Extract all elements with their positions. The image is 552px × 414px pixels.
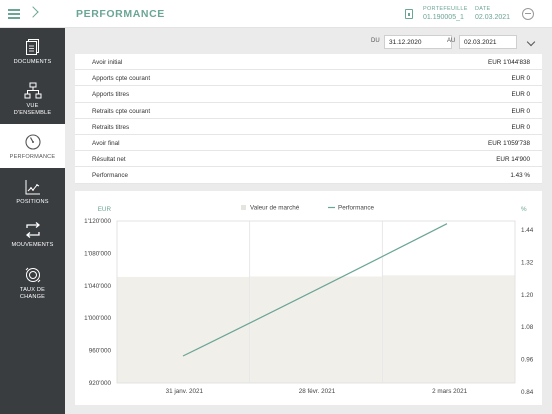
portfolio-icon[interactable] [405, 9, 413, 19]
row-value: EUR 1'059'738 [488, 139, 530, 147]
sidebar-item-overview[interactable]: VUE D'ENSEMBLE [0, 76, 65, 122]
y-right-tick-label: 1.20 [521, 292, 534, 299]
row-value: EUR 14'900 [496, 156, 530, 164]
sidebar-item-label: TAUX DE CHANGE [0, 287, 65, 301]
from-date-input[interactable]: 31.12.2020 [384, 35, 452, 49]
label-line: CHANGE [19, 294, 46, 300]
chevron-right-icon[interactable] [27, 6, 39, 18]
x-tick-label: 31 janv. 2021 [166, 388, 204, 395]
legend-label: Performance [338, 205, 375, 212]
y-left-tick-label: 1'120'000 [84, 218, 111, 225]
sidebar-item-label: VUE D'ENSEMBLE [0, 103, 65, 117]
label-line: TAUX DE [19, 287, 46, 293]
sidebar-item-movements[interactable]: MOUVEMENTS [0, 216, 65, 256]
user-icon[interactable] [522, 8, 534, 20]
date-label: DATE [475, 6, 491, 12]
row-label: Avoir initial [92, 59, 123, 66]
performance-chart-card: 1'120'000 1'080'000 1'040'000 1'000'000 960'… [75, 191, 542, 405]
documents-icon [25, 39, 39, 55]
main-content: DU 31.12.2020 AU 02.03.2021 Avoir initia… [65, 28, 552, 414]
chart-up-icon [25, 180, 40, 195]
legend-swatch-market-value [241, 205, 246, 210]
row-value: EUR 0 [511, 91, 530, 99]
y-right-tick-label: 1.08 [521, 324, 534, 331]
y-left-tick-label: 1'000'000 [84, 315, 111, 322]
performance-line [182, 223, 448, 357]
to-date-label: AU [447, 38, 456, 44]
row-label: Avoir final [92, 139, 120, 147]
sidebar-item-positions[interactable]: POSITIONS [0, 174, 65, 214]
table-row: Résultat net EUR 14'900 [75, 151, 542, 168]
y-left-axis-label: EUR [98, 206, 112, 213]
table-row: Retraits titres EUR 0 [75, 119, 542, 135]
row-label: Résultat net [92, 156, 126, 164]
sidebar: DOCUMENTS VUE D'ENSEMBLE PERFORMANCE POS… [0, 28, 65, 414]
label-line: VUE [26, 103, 39, 109]
row-value: EUR 0 [511, 107, 530, 115]
plot-frame [116, 220, 516, 384]
sidebar-item-label: DOCUMENTS [13, 59, 52, 65]
row-label: Apports cpte courant [92, 75, 151, 83]
x-tick-label: 2 mars 2021 [432, 388, 467, 395]
performance-chart[interactable]: 1'120'000 1'080'000 1'040'000 1'000'000 960'… [75, 191, 542, 405]
sidebar-item-documents[interactable]: DOCUMENTS [0, 34, 65, 74]
label-line: D'ENSEMBLE [13, 110, 52, 116]
y-left-tick-label: 1'040'000 [84, 283, 111, 290]
y-right-tick-label: 0.84 [521, 389, 534, 396]
row-value: EUR 0 [511, 123, 530, 131]
row-label: Apports titres [92, 91, 130, 99]
row-label: Retraits titres [92, 123, 130, 131]
sidebar-item-label: POSITIONS [16, 199, 49, 205]
page-title: PERFORMANCE [76, 8, 165, 20]
table-row: Avoir initial EUR 1'044'838 [75, 54, 542, 71]
table-row: Performance 1.43 % [75, 167, 542, 184]
y-right-tick-label: 0.96 [521, 357, 534, 364]
y-left-tick-label: 920'000 [89, 380, 112, 387]
y-right-axis-label: % [521, 206, 527, 213]
row-label: Retraits cpte courant [92, 107, 151, 115]
row-value: EUR 1'044'838 [488, 59, 530, 66]
transfer-icon [25, 222, 40, 238]
y-left-tick-label: 1'080'000 [84, 250, 111, 257]
market-value-bar [250, 276, 382, 383]
row-value: 1.43 % [510, 172, 530, 180]
to-date-input[interactable]: 02.03.2021 [459, 35, 517, 49]
legend-label: Valeur de marché [250, 205, 300, 212]
x-tick-label: 28 févr. 2021 [299, 388, 336, 395]
date-value[interactable]: 02.03.2021 [475, 14, 511, 21]
row-label: Performance [92, 172, 129, 180]
chevron-down-icon[interactable] [526, 37, 536, 47]
market-value-bar [382, 275, 515, 383]
table-row: Apports titres EUR 0 [75, 86, 542, 103]
table-row: Avoir final EUR 1'059'738 [75, 135, 542, 152]
row-value: EUR 0 [511, 75, 530, 83]
top-bar: PERFORMANCE PORTEFEUILLE 01.190005_1 DAT… [0, 0, 552, 28]
from-date-label: DU [371, 38, 380, 44]
portfolio-value[interactable]: 01.190005_1 [423, 14, 464, 21]
sidebar-item-label: MOUVEMENTS [11, 242, 54, 248]
performance-summary-table: Avoir initial EUR 1'044'838 Apports cpte … [75, 54, 542, 184]
sidebar-item-performance[interactable]: PERFORMANCE [0, 124, 65, 168]
market-value-bar [117, 276, 250, 383]
menu-icon[interactable] [8, 9, 20, 19]
table-row: Retraits cpte courant EUR 0 [75, 103, 542, 119]
gauge-icon [24, 134, 41, 150]
overview-icon [24, 82, 41, 99]
portfolio-label: PORTEFEUILLE [423, 6, 468, 12]
y-right-tick-label: 1.32 [521, 259, 534, 266]
exchange-icon [25, 267, 40, 283]
y-right-tick-label: 1.44 [521, 227, 534, 234]
sidebar-item-exchange-rates[interactable]: TAUX DE CHANGE [0, 262, 65, 308]
sidebar-item-label: PERFORMANCE [9, 154, 56, 160]
table-row: Apports cpte courant EUR 0 [75, 70, 542, 87]
y-left-tick-label: 960'000 [89, 348, 112, 355]
